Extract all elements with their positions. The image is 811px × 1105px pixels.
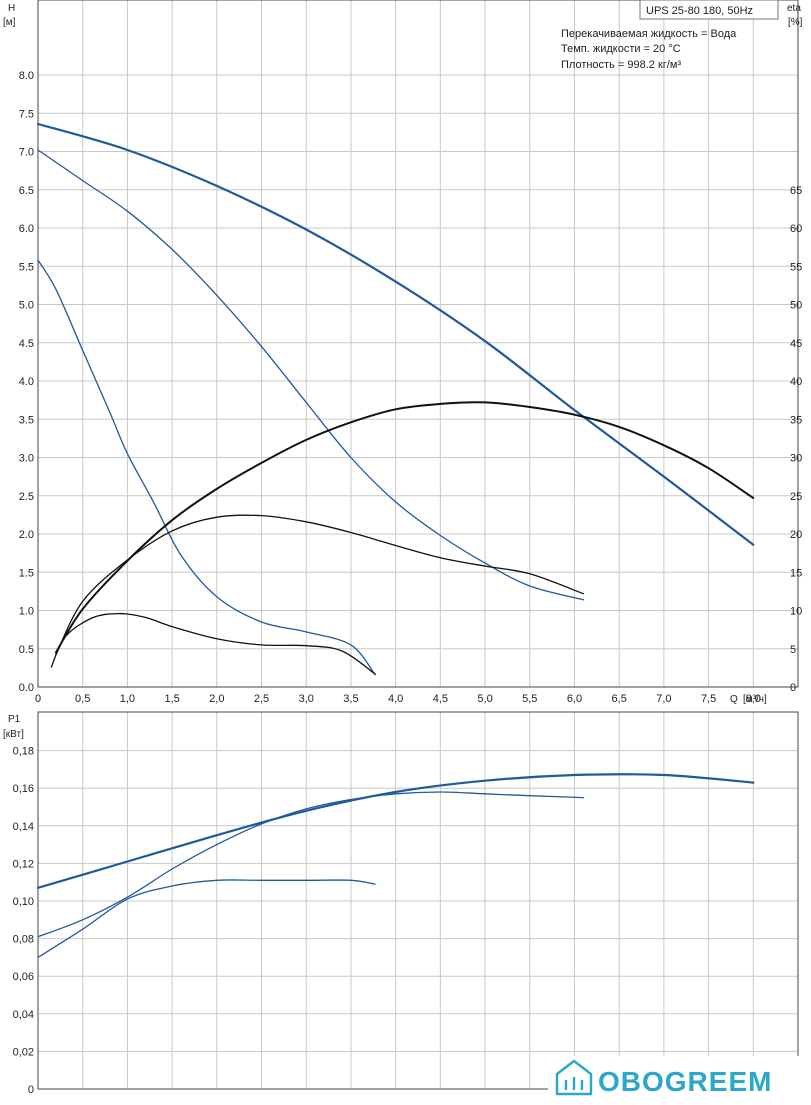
y2-tick-label: 40	[790, 376, 802, 388]
x-tick-label: 1,0	[120, 693, 135, 705]
logo-text: OBOGREEM	[598, 1066, 772, 1097]
power-curve-2	[37, 879, 376, 959]
y-tick-label: 0.5	[19, 644, 34, 656]
x-tick-label: 4,5	[433, 693, 448, 705]
y2-tick-label: 30	[790, 453, 802, 465]
x-tick-label: 7,0	[656, 693, 671, 705]
y-tick-label: 0.0	[19, 682, 34, 694]
y2-tick-label: 10	[790, 606, 802, 618]
y-tick-label: 6.0	[19, 223, 34, 235]
y2-tick-label: 50	[790, 300, 802, 312]
x-tick-label: 1,5	[164, 693, 179, 705]
bottom-plot-frame	[37, 711, 799, 1090]
p1-tick-label: 0,06	[13, 971, 34, 983]
top-ticks: 0.0 0.5 1.0 1.5 2.0 2.5 3.0 3.5 4.0 4.5 5.0 5.5 6.0 6…	[19, 70, 803, 705]
y-tick-label: 2.0	[19, 529, 34, 541]
y-tick-label: 7.5	[19, 108, 34, 120]
y-tick-label: 6.5	[19, 185, 34, 197]
power-curve-1	[37, 791, 585, 938]
y2-tick-label: 5	[790, 644, 796, 656]
p1-tick-label: 0,08	[13, 934, 34, 946]
x-axis-unit-q: [м³/ч]	[743, 694, 767, 705]
title-box-frame	[639, 0, 779, 20]
y-tick-label: 5.5	[19, 261, 34, 273]
x-tick-label: 0	[35, 693, 41, 705]
bottom-grid	[38, 712, 799, 1089]
y2-tick-label: 15	[790, 567, 802, 579]
y-tick-label: 1.5	[19, 567, 34, 579]
y2-tick-label: 55	[790, 261, 802, 273]
y2-tick-label: 20	[790, 529, 802, 541]
bottom-ticks: 0 0,02 0,04 0,06 0,08 0,10 0,12 0,14 0,16 0,18	[13, 746, 34, 1096]
x-tick-label: 5,0	[477, 693, 492, 705]
info-density: Плотность = 998.2 кг/м³	[561, 59, 681, 71]
y2-tick-label: 45	[790, 338, 802, 350]
x-tick-label: 2,5	[254, 693, 269, 705]
p1-tick-label: 0	[28, 1084, 34, 1096]
x-tick-label: 0,5	[75, 693, 90, 705]
info-liquid: Перекачиваемая жидкость = Вода	[561, 28, 737, 40]
y-tick-label: 8.0	[19, 70, 34, 82]
y2-tick-label: 35	[790, 414, 802, 426]
p1-tick-label: 0,02	[13, 1046, 34, 1058]
top-series-group	[36, 122, 755, 676]
bottom-series-group	[36, 773, 755, 959]
x-tick-label: 3,0	[299, 693, 314, 705]
p1-tick-label: 0,18	[13, 746, 34, 758]
pump-model-title: UPS 25-80 180, 50Hz	[646, 5, 753, 17]
obogreem-logo: OBOGREEM	[548, 1056, 803, 1097]
x-tick-label: 3,5	[343, 693, 358, 705]
x-tick-label: 2,0	[209, 693, 224, 705]
house-icon	[555, 1059, 593, 1096]
x-tick-label: 7,5	[701, 693, 716, 705]
x-tick-label: 6,0	[567, 693, 582, 705]
p1-tick-label: 0,16	[13, 783, 34, 795]
y2-tick-label: 65	[790, 185, 802, 197]
x-tick-label: 4,0	[388, 693, 403, 705]
y-tick-label: 2.5	[19, 491, 34, 503]
y-axis-unit-p1: [кВт]	[3, 729, 24, 740]
p1-tick-label: 0,10	[13, 896, 34, 908]
y-tick-label: 5.0	[19, 300, 34, 312]
x-tick-label: 6,5	[612, 693, 627, 705]
y-tick-label: 1.0	[19, 606, 34, 618]
efficiency-curve-4	[55, 514, 585, 656]
y-tick-label: 3.0	[19, 453, 34, 465]
efficiency-curve-5	[50, 612, 376, 675]
y-tick-label: 3.5	[19, 414, 34, 426]
info-temperature: Темп. жидкости = 20 °C	[561, 43, 681, 55]
y-tick-label: 4.0	[19, 376, 34, 388]
head-curve-1	[37, 149, 585, 601]
power-curve-0	[36, 773, 755, 889]
head-curve-2	[37, 259, 376, 676]
y2-tick-label: 0	[790, 682, 796, 694]
top-grid	[38, 0, 799, 687]
p1-tick-label: 0,04	[13, 1009, 34, 1021]
y2-tick-label: 60	[790, 223, 802, 235]
top-plot-frame	[37, 0, 799, 688]
y2-axis-label-eta: eta	[787, 3, 801, 14]
y-tick-label: 7.0	[19, 147, 34, 159]
y2-axis-unit-eta: [%]	[788, 17, 803, 28]
y-axis-unit-h: [м]	[3, 17, 16, 28]
y2-tick-label: 25	[790, 491, 802, 503]
x-tick-label: 8,0	[746, 693, 761, 705]
p1-tick-label: 0,14	[13, 821, 34, 833]
head-curve-0	[36, 122, 755, 546]
p1-tick-label: 0,12	[13, 858, 34, 870]
y-tick-label: 4.5	[19, 338, 34, 350]
x-axis-label-q: Q	[730, 694, 738, 705]
y-axis-label-p1: P1	[8, 714, 21, 725]
x-tick-label: 5,5	[522, 693, 537, 705]
y-axis-label-h: H	[8, 3, 15, 14]
efficiency-curve-3	[54, 401, 755, 654]
